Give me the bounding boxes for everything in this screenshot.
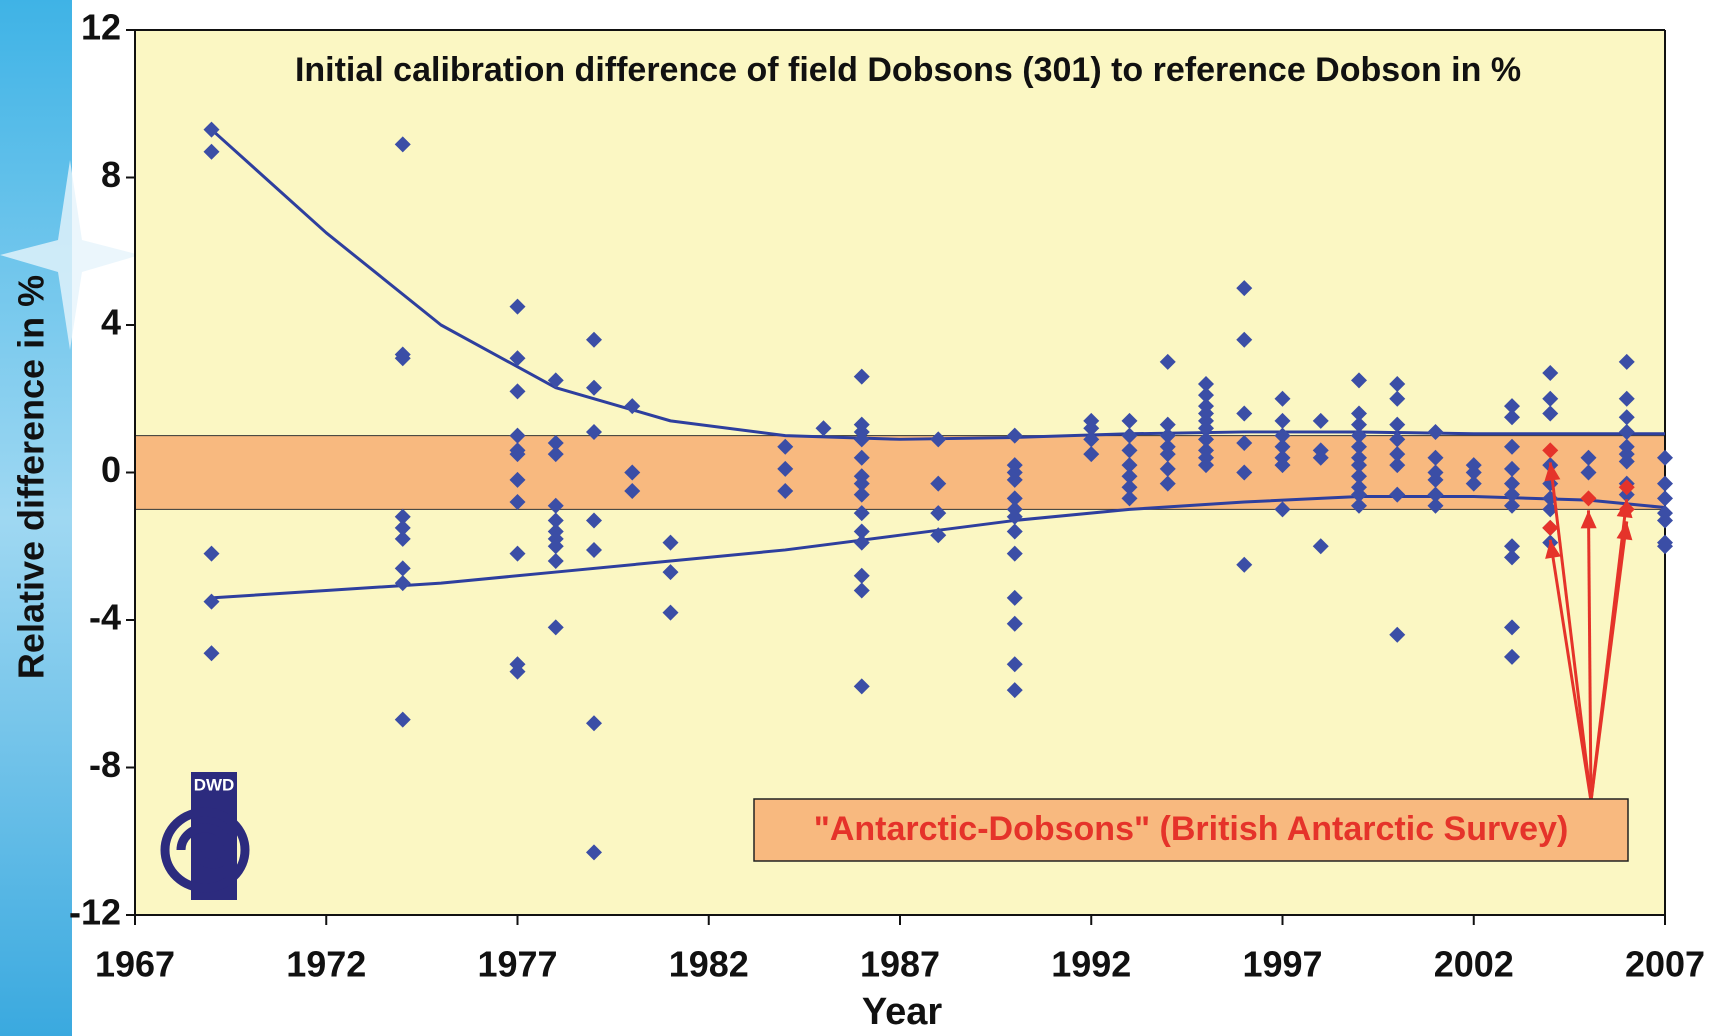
- x-axis-label: Year: [862, 991, 943, 1033]
- x-tick-label: 2007: [1625, 944, 1705, 985]
- chart-title: Initial calibration difference of field …: [295, 51, 1521, 89]
- y-tick-label: 0: [101, 449, 121, 490]
- y-axis-label: Relative difference in %: [11, 275, 52, 679]
- y-tick-label: 12: [81, 7, 121, 48]
- x-tick-label: 1987: [860, 944, 940, 985]
- x-tick-label: 1967: [95, 944, 175, 985]
- x-tick-label: 1992: [1051, 944, 1131, 985]
- x-tick-label: 1977: [477, 944, 557, 985]
- y-tick-label: -4: [89, 597, 121, 638]
- y-tick-label: -8: [89, 744, 121, 785]
- y-tick-label: 8: [101, 154, 121, 195]
- x-tick-label: 2002: [1434, 944, 1514, 985]
- y-tick-label: 4: [101, 302, 121, 343]
- x-tick-label: 1982: [669, 944, 749, 985]
- x-tick-label: 1997: [1242, 944, 1322, 985]
- x-tick-label: 1972: [286, 944, 366, 985]
- page: {"chart_data": { "type": "scatter", "tit…: [0, 0, 1718, 1036]
- y-tick-label: -12: [69, 892, 121, 933]
- chart: Initial calibration difference of field …: [0, 0, 1718, 1036]
- annotation: "Antarctic-Dobsons" (British Antarctic S…: [814, 810, 1569, 848]
- logo-text: DWD: [194, 775, 235, 794]
